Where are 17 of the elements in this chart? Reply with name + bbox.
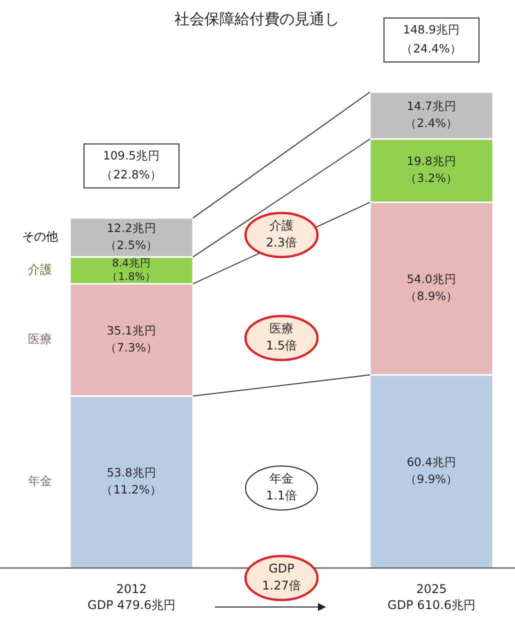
data-label: 60.4兆円（9.9%） (404, 455, 458, 486)
annotation: 年金 1.1倍 (266, 472, 298, 503)
annotation: 介護 2.3倍 (244, 212, 319, 258)
annotation: 年金 1.1倍 (245, 466, 318, 510)
data-label: 12.2兆円（2.5%） (104, 221, 158, 252)
data-label: 53.8兆円（11.2%） (101, 466, 162, 497)
annotation: GDP 1.27倍 (262, 562, 301, 593)
data-label: 14.7兆円（2.4%） (404, 99, 458, 130)
annotation: 介護 2.3倍 (266, 218, 298, 250)
data-label: 54.0兆円（8.9%） (404, 272, 458, 304)
data-label: 19.8兆円（3.2%） (404, 154, 458, 186)
title: 社会保障給付費の見通し (174, 10, 340, 28)
data-label: 35.1兆円（7.3%） (104, 324, 158, 355)
data-label: 8.4兆円（1.8%） (107, 256, 156, 283)
annotation: 医療 1.5倍 (266, 322, 298, 353)
annotation: 医療 1.5倍 (244, 314, 319, 362)
annotation: GDP 1.27倍 (244, 554, 319, 602)
